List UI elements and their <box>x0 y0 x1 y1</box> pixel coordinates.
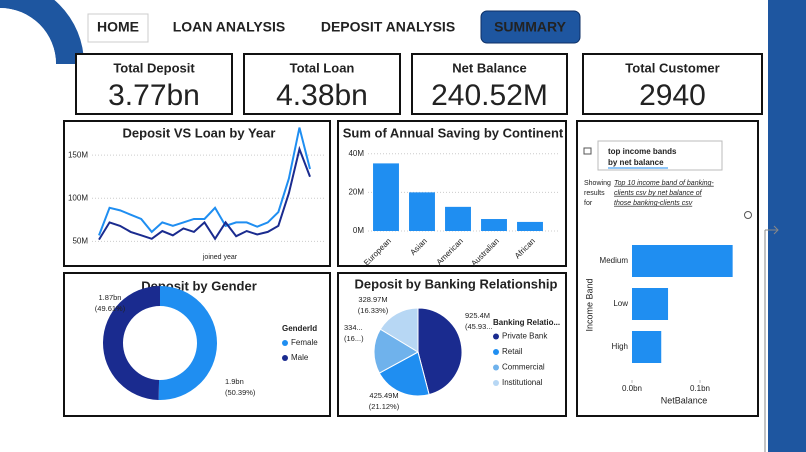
legend-swatch <box>282 355 288 361</box>
data-label: 1.9bn <box>225 377 244 386</box>
qna-showing: results <box>584 190 605 197</box>
x-axis-label: NetBalance <box>661 395 708 405</box>
chart-title: Sum of Annual Saving by Continent <box>343 125 564 140</box>
nav-label: LOAN ANALYSIS <box>173 19 286 35</box>
line-series <box>98 145 311 241</box>
qna-showing: for <box>584 200 593 207</box>
nav-summary[interactable] <box>480 10 581 44</box>
nav-home[interactable] <box>87 13 149 43</box>
y-tick-label: 0M <box>353 226 364 235</box>
nav-label: SUMMARY <box>494 19 566 35</box>
bar <box>632 288 669 320</box>
slice <box>102 286 160 400</box>
kpi-value: 3.77bn <box>108 79 200 112</box>
legend-label: Female <box>291 338 318 347</box>
chart-title: Deposit by Banking Relationship <box>355 276 558 291</box>
legend-title: Banking Relatio... <box>493 318 560 327</box>
line-series <box>98 127 311 236</box>
legend-swatch <box>493 333 499 340</box>
slice <box>378 351 430 397</box>
y-tick-label: High <box>612 342 628 351</box>
qna-question: top income bands <box>608 147 677 156</box>
kpi-label: Total Deposit <box>113 60 195 75</box>
bar <box>517 221 543 231</box>
qna-box[interactable] <box>597 140 723 171</box>
nav-label: HOME <box>97 19 139 35</box>
side-bar <box>768 0 806 452</box>
bar <box>409 192 435 231</box>
kpi-value: 240.52M <box>431 79 548 112</box>
panel <box>63 120 331 267</box>
data-label: 328.97M <box>358 295 387 304</box>
decor-ring <box>0 0 84 64</box>
y-tick-label: 150M <box>68 150 88 159</box>
kpi-label: Total Loan <box>290 60 355 75</box>
bar <box>445 206 471 231</box>
kpi-card <box>243 53 401 115</box>
bar <box>481 219 507 231</box>
legend-label: Institutional <box>502 378 543 387</box>
slice <box>379 307 419 353</box>
kpi-value: 4.38bn <box>276 79 368 112</box>
percent-label: (49.61%) <box>95 304 126 313</box>
data-label: 334... <box>344 323 363 332</box>
kpi-card <box>582 53 763 115</box>
slice <box>158 286 217 400</box>
qna-showing: Showing <box>584 180 611 187</box>
bar <box>373 163 399 231</box>
legend-label: Retail <box>502 347 523 356</box>
x-tick-label: 0.1bn <box>690 384 710 393</box>
qna-restatement: clients csv by net balance of <box>614 190 703 197</box>
percent-label: (45.93... <box>465 322 493 331</box>
percent-label: (21.12%) <box>369 402 400 411</box>
kpi-value: 2940 <box>639 79 706 112</box>
legend-label: Commercial <box>502 363 545 372</box>
data-label: 425.49M <box>369 391 398 400</box>
decor-inner <box>0 8 56 64</box>
percent-label: (50.39%) <box>225 388 256 397</box>
bar <box>632 331 662 363</box>
x-tick-label: 0.0bn <box>622 384 642 393</box>
qna-icon <box>583 147 592 155</box>
y-axis-label: Income Band <box>584 278 594 331</box>
legend-swatch <box>493 364 499 371</box>
slice <box>373 328 420 374</box>
legend-swatch <box>493 380 499 386</box>
slice <box>417 307 463 396</box>
legend-swatch <box>493 349 499 355</box>
data-label: 1.87bn <box>99 293 122 302</box>
y-tick-label: 20M <box>348 187 364 196</box>
kpi-card <box>75 53 233 115</box>
percent-label: (16.33%) <box>358 306 389 315</box>
y-tick-label: Medium <box>600 256 629 265</box>
legend-label: Male <box>291 353 309 362</box>
chart-title: Deposit VS Loan by Year <box>123 125 276 140</box>
kpi-label: Net Balance <box>452 60 526 75</box>
legend-swatch <box>282 340 288 346</box>
y-tick-label: 40M <box>348 149 364 158</box>
y-tick-label: Low <box>613 299 628 308</box>
qna-restatement: those banking-clients csv <box>614 200 693 207</box>
bar <box>632 245 733 277</box>
data-label: 925.4M <box>465 311 490 320</box>
info-icon <box>744 211 752 219</box>
y-tick-label: 50M <box>72 236 88 245</box>
side-arrow <box>765 225 779 235</box>
kpi-label: Total Customer <box>625 60 719 75</box>
qna-question: by net balance <box>608 158 664 167</box>
y-tick-label: 100M <box>68 193 88 202</box>
legend-label: Private Bank <box>502 332 548 341</box>
nav-label: DEPOSIT ANALYSIS <box>321 19 455 35</box>
kpi-card <box>411 53 568 115</box>
qna-restatement: Top 10 income band of banking- <box>614 180 714 187</box>
x-axis-label: joined year <box>202 254 238 261</box>
percent-label: (16...) <box>344 334 364 343</box>
legend-title: GenderId <box>282 324 317 333</box>
